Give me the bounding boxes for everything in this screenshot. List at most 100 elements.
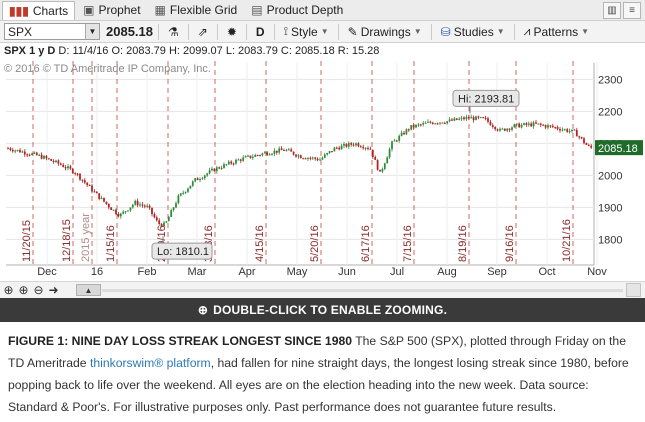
zoom-in-icon[interactable]: ⊕	[18, 283, 29, 297]
candle-body	[67, 166, 69, 169]
price-chart[interactable]: 230022002100200019001800Dec16FebMarAprMa…	[0, 43, 645, 281]
tab-product-depth[interactable]: ▤ Product Depth	[245, 1, 349, 20]
studies-button[interactable]: ⛁ Studies ▼	[437, 25, 509, 39]
candle-body	[81, 179, 84, 181]
candle-body	[580, 136, 583, 139]
candle-body	[427, 121, 429, 123]
scrollbar-track[interactable]	[102, 289, 623, 292]
flask-button[interactable]: ⚗	[164, 25, 183, 39]
candle-body	[165, 221, 168, 223]
candle-body	[28, 154, 31, 156]
candle-body	[350, 143, 353, 145]
candle-body	[153, 214, 156, 218]
candle-body	[571, 129, 573, 132]
share-icon: ⇗	[197, 24, 208, 39]
close-value: C: 2085.18	[280, 45, 335, 57]
candle-body	[451, 119, 453, 121]
candle-body	[477, 116, 480, 118]
candle-body	[213, 168, 216, 172]
divider	[158, 23, 159, 40]
candle-body	[112, 209, 115, 211]
candle-body	[554, 127, 557, 129]
candle-body	[352, 144, 355, 146]
candle-body	[319, 159, 321, 161]
style-button[interactable]: ⟟ Style ▼	[280, 24, 333, 39]
candle-body	[511, 127, 513, 130]
scrollbar-end[interactable]	[626, 283, 641, 297]
candle-body	[307, 157, 309, 159]
candle-body	[295, 154, 297, 157]
candle-body	[314, 157, 317, 159]
layout-icon[interactable]: ▥	[603, 2, 621, 19]
platform-link[interactable]: thinkorswim® platform	[89, 356, 211, 370]
caption-title: FIGURE 1: NINE DAY LOSS STREAK LONGEST S…	[8, 334, 353, 348]
candle-body	[323, 154, 326, 158]
candle-body	[191, 181, 194, 186]
event-date-label: 8/19/16	[457, 225, 469, 262]
candle-body	[79, 173, 81, 180]
drawings-button[interactable]: ✎ Drawings ▼	[344, 25, 426, 39]
candle-body	[431, 122, 434, 124]
high-value: H: 2099.07	[168, 45, 223, 57]
candle-body	[45, 156, 48, 159]
candle-body	[455, 118, 458, 120]
last-price-badge	[595, 140, 643, 156]
tab-prophet[interactable]: ▣ Prophet	[77, 1, 146, 20]
x-tick-label: Aug	[437, 266, 457, 278]
candle-body	[506, 128, 509, 131]
timeframe-button[interactable]: D	[252, 25, 269, 39]
candle-body	[309, 157, 312, 159]
candle-body	[261, 153, 264, 156]
tab-flexible-grid[interactable]: ▦ Flexible Grid	[149, 1, 244, 20]
candle-body	[410, 125, 413, 130]
patterns-button[interactable]: ⩘ Patterns ▼	[520, 24, 593, 39]
candle-body	[347, 143, 350, 147]
candle-body	[199, 179, 201, 181]
candle-body	[179, 193, 182, 196]
candle-body	[513, 124, 516, 128]
share-button[interactable]: ⇗	[194, 25, 212, 39]
candle-body	[429, 121, 432, 123]
zoom-notice-label: DOUBLE-CLICK TO ENABLE ZOOMING.	[213, 303, 448, 317]
x-tick-label: Apr	[238, 266, 255, 278]
candle-body	[93, 191, 96, 193]
candle-body	[499, 128, 501, 131]
zoom-notice-bar[interactable]: ⊕ DOUBLE-CLICK TO ENABLE ZOOMING.	[0, 298, 645, 322]
divider	[337, 23, 339, 40]
candle-body	[419, 124, 422, 126]
candle-body	[475, 116, 477, 121]
scrollbar-thumb[interactable]: ▲	[76, 284, 101, 296]
candle-body	[251, 156, 254, 158]
zoom-out-icon[interactable]: ⊖	[33, 283, 44, 297]
menu-icon[interactable]: ≡	[623, 2, 641, 19]
candle-body	[316, 158, 319, 161]
tab-charts[interactable]: ▮▮▮ Charts	[2, 0, 76, 20]
candle-body	[503, 128, 506, 131]
x-tick-label: Jun	[338, 266, 356, 278]
candle-body	[388, 149, 391, 158]
chevron-down-icon[interactable]: ▼	[85, 24, 99, 39]
candle-body	[333, 147, 336, 152]
arrow-right-icon[interactable]: ➜	[48, 283, 59, 297]
candle-body	[9, 148, 12, 150]
candle-body	[287, 149, 290, 151]
candle-body	[467, 116, 470, 119]
candle-body	[391, 141, 393, 150]
settings-button[interactable]: ✹	[223, 25, 241, 39]
x-tick-label: 16	[91, 266, 103, 278]
candle-body	[299, 155, 302, 159]
candle-body	[244, 156, 247, 158]
x-tick-label: Feb	[138, 266, 157, 278]
divider	[513, 23, 515, 40]
candle-body	[407, 129, 410, 131]
candle-body	[43, 156, 45, 159]
candle-body	[230, 161, 233, 164]
candle-body	[273, 150, 276, 154]
crosshair-icon[interactable]: ⊕	[3, 283, 14, 297]
candle-body	[26, 154, 29, 156]
flask-icon: ⚗	[168, 24, 179, 39]
symbol-input[interactable]: SPX ▼	[4, 23, 100, 40]
candle-body	[278, 148, 281, 153]
event-date-label: 7/15/16	[402, 225, 414, 262]
candle-body	[359, 146, 362, 148]
